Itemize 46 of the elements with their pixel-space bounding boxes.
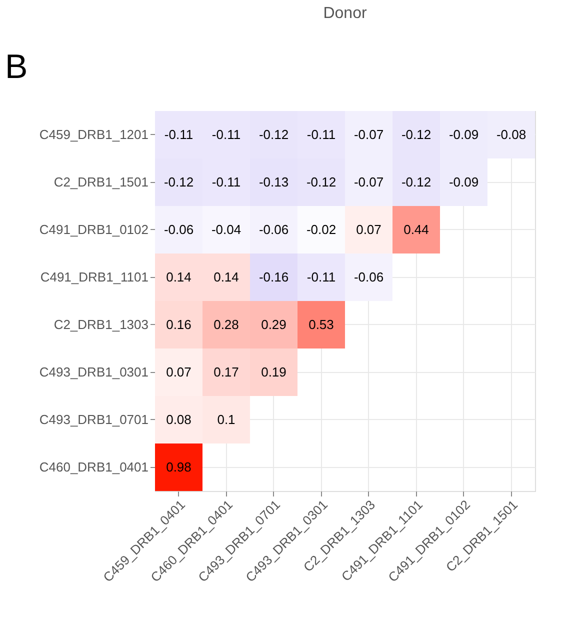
data-label: -0.12: [164, 174, 194, 190]
data-label: 0.28: [214, 316, 239, 332]
data-label: -0.11: [306, 126, 336, 142]
data-label: 0.29: [261, 316, 286, 332]
data-label: 0.14: [214, 269, 239, 284]
data-label: -0.11: [306, 269, 336, 284]
data-label: 0.19: [261, 364, 286, 380]
data-label: -0.06: [164, 222, 194, 237]
data-label: -0.12: [306, 174, 336, 190]
data-label: 0.44: [404, 222, 429, 237]
data-label: -0.08: [496, 126, 526, 142]
data-label: -0.12: [401, 174, 432, 190]
data-label: -0.13: [258, 174, 289, 190]
data-label: -0.16: [258, 269, 289, 284]
data-label: -0.11: [212, 174, 241, 190]
y-tick-label: C460_DRB1_0401: [39, 459, 148, 474]
y-tick-label: C493_DRB1_0301: [39, 364, 148, 380]
y-tick-label: C491_DRB1_1101: [40, 269, 148, 284]
data-label: 0.98: [166, 459, 192, 474]
y-tick-label: C2_DRB1_1501: [54, 174, 148, 190]
data-label: -0.09: [448, 126, 479, 142]
data-label: -0.12: [401, 126, 432, 142]
data-label: 0.53: [308, 316, 334, 332]
data-label: 0.08: [166, 412, 192, 427]
data-label: -0.11: [164, 126, 194, 142]
data-label: 0.07: [166, 364, 192, 380]
data-label: 0.16: [166, 316, 192, 332]
data-label: -0.09: [448, 174, 479, 190]
data-label: -0.11: [212, 126, 241, 142]
y-tick-label: C493_DRB1_0701: [39, 412, 148, 427]
y-tick-label: C2_DRB1_1303: [54, 316, 148, 332]
y-tick-label: C459_DRB1_1201: [39, 126, 148, 142]
data-label: -0.02: [306, 222, 336, 237]
data-label: -0.06: [354, 269, 384, 284]
data-label: 0.07: [356, 222, 382, 237]
text: B: [5, 48, 28, 86]
data-label: 0.14: [166, 269, 192, 284]
chart-title: Donor: [323, 5, 368, 22]
data-label: -0.12: [258, 126, 289, 142]
data-label: -0.04: [211, 222, 242, 237]
data-label: 0.1: [217, 412, 236, 427]
data-label: 0.17: [214, 364, 239, 380]
data-label: -0.07: [354, 126, 384, 142]
data-label: -0.06: [258, 222, 289, 237]
y-tick-label: C491_DRB1_0102: [39, 222, 148, 237]
data-label: -0.07: [354, 174, 384, 190]
